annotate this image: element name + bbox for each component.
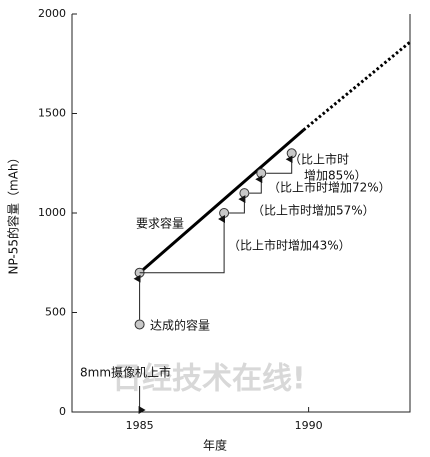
y-axis-label: NP-55的容量（mAh） [6,151,21,274]
arrow [229,195,246,214]
data-point [134,319,145,330]
arrow [266,155,293,174]
watermark: 日经技术在线! [112,362,306,397]
y-tick-label: 500 [45,306,66,319]
annotation: （比上市时增加72%） [268,180,391,195]
x-axis-label: 年度 [203,438,227,453]
x-tick-label: 1990 [295,419,323,432]
series-line [302,40,411,132]
y-tick-label: 1500 [38,107,66,120]
arrow [249,175,263,194]
y-tick-label: 1000 [38,206,66,219]
annotation: （比上市时 [289,152,349,167]
data-point [239,188,250,199]
annotation: （比上市时增加57%） [252,203,375,218]
annotation: （比上市时增加43%） [228,238,351,253]
annotation: 8mm摄像机上市 [80,365,171,380]
series-label: 要求容量 [136,216,184,231]
x-tick-label: 1985 [126,419,154,432]
data-point [219,208,230,218]
y-tick-label: 2000 [38,7,66,20]
annotation: 增加85%） [304,169,367,183]
y-tick-label: 0 [59,405,66,418]
arrow [139,215,226,274]
data-point [256,168,267,179]
series-label: 达成的容量 [150,318,210,333]
series-line [138,128,305,274]
